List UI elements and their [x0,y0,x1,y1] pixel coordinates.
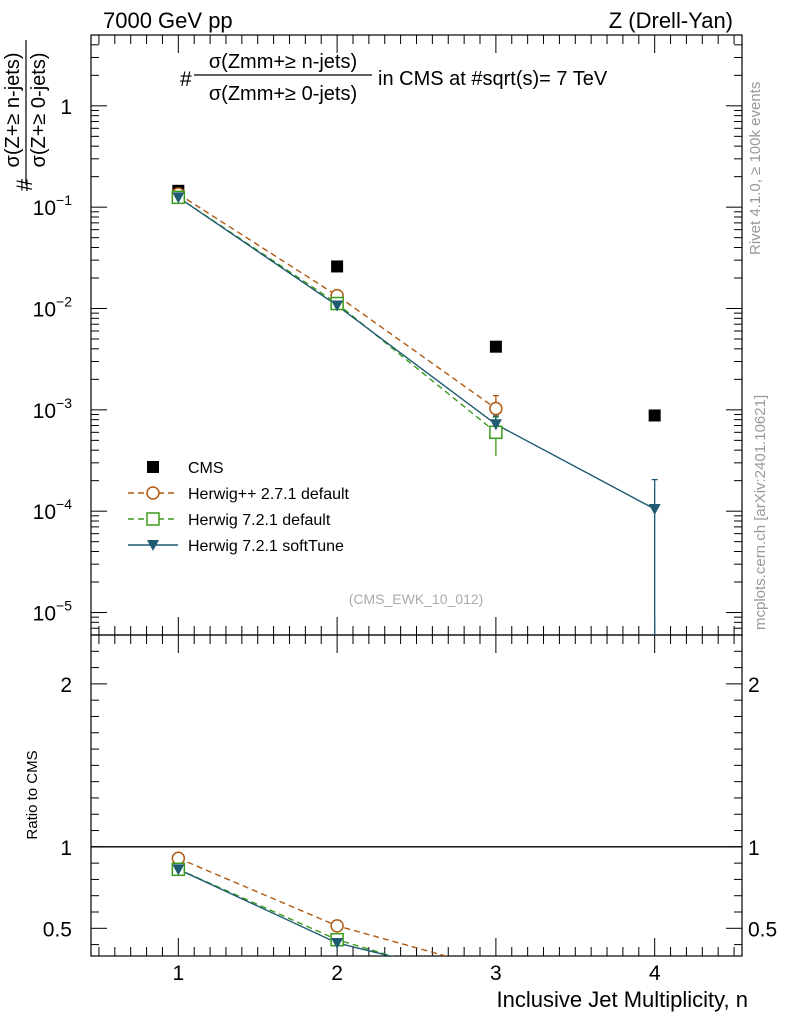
x-tick-label: 1 [172,962,184,985]
title-denominator: σ(Zmm+≥ 0-jets) [209,83,357,105]
header-process-label: Z (Drell-Yan) [609,8,733,33]
ratio-y-tick-label: 1 [60,837,72,860]
plot-title: # σ(Zmm+≥ n-jets) σ(Zmm+≥ 0-jets) in CMS… [180,51,608,105]
legend-label-herwig_default: Herwig 7.2.1 default [188,512,331,529]
title-suffix: in CMS at #sqrt(s)= 7 TeV [378,68,608,90]
x-tick-label: 2 [331,962,343,985]
main-series-layer [171,184,661,635]
data-point-herwig_softtune [489,419,502,431]
y-axis-label-numerator: σ(Z+≥ n-jets) [2,53,24,168]
ratio-y-tick-label: 0.5 [43,918,72,941]
y-axis-label-prefix: # [12,178,37,191]
x-tick-label: 4 [649,962,661,985]
data-point-herwig_softtune [331,300,344,312]
data-point-cms [331,260,344,273]
y-tick-label: 1 [60,96,72,119]
data-point-herwigpp [489,401,503,416]
legend-marker-herwig_default [146,512,160,526]
ratio-point-herwigpp [330,919,344,933]
data-point-herwig_softtune [648,504,661,516]
ratio-y-tick-label-right: 1 [748,837,760,860]
data-point-herwig_softtune [172,192,185,204]
ratio-y-tick-label: 2 [60,674,72,697]
ratio-y-tick-label-right: 2 [748,674,760,697]
series-line-herwig_default [177,196,497,433]
title-prefix: # [180,68,192,91]
ratio-y-tick-label-right: 0.5 [748,918,777,941]
y-axis-label-denominator: σ(Z+≥ 0-jets) [28,53,50,168]
mcplots-label: mcplots.cern.ch [arXiv:2401.10621] [752,395,769,630]
ratio-plot-frame [90,634,743,957]
legend: CMS Herwig++ 2.7.1 default Herwig 7.2.1 de… [128,460,350,555]
ratio-point-herwig_softtune [172,864,185,876]
title-numerator: σ(Zmm+≥ n-jets) [209,51,357,73]
legend-marker-herwigpp [146,486,160,500]
x-tick-label: 3 [490,962,502,985]
data-point-cms [489,340,502,353]
y-tick-label: 10−4 [33,496,73,524]
y-axis-label: # σ(Z+≥ n-jets) σ(Z+≥ 0-jets) [2,40,50,191]
data-point-cms [648,409,661,422]
legend-marker-herwig_softtune [147,540,159,551]
series-line-herwigpp [177,193,497,410]
ratio-point-herwig_softtune [331,937,344,949]
legend-label-herwigpp: Herwig++ 2.7.1 default [188,486,350,503]
ratio-series-layer [171,851,449,956]
legend-label-herwig_softtune: Herwig 7.2.1 softTune [188,538,344,555]
x-axis-label: Inclusive Jet Multiplicity, n [497,987,748,1012]
ratio-axis-ticks: 0.5 0.5 1 1 2 2 1 2 3 4 [43,635,777,985]
header-energy-label: 7000 GeV pp [103,8,233,33]
rivet-version-label: Rivet 4.1.0, ≥ 100k events [747,82,764,255]
ratio-point-herwigpp [171,851,186,865]
y-tick-label: 10−5 [33,598,73,626]
ratio-y-axis-label: Ratio to CMS [24,750,41,839]
series-line-herwig_softtune [177,196,656,510]
legend-label-cms: CMS [188,460,224,477]
analysis-watermark: (CMS_EWK_10_012) [349,591,484,607]
y-tick-label: 10−1 [33,192,73,220]
y-tick-label: 10−3 [33,395,73,423]
legend-marker-cms [147,461,159,473]
y-tick-label: 10−2 [33,294,73,322]
